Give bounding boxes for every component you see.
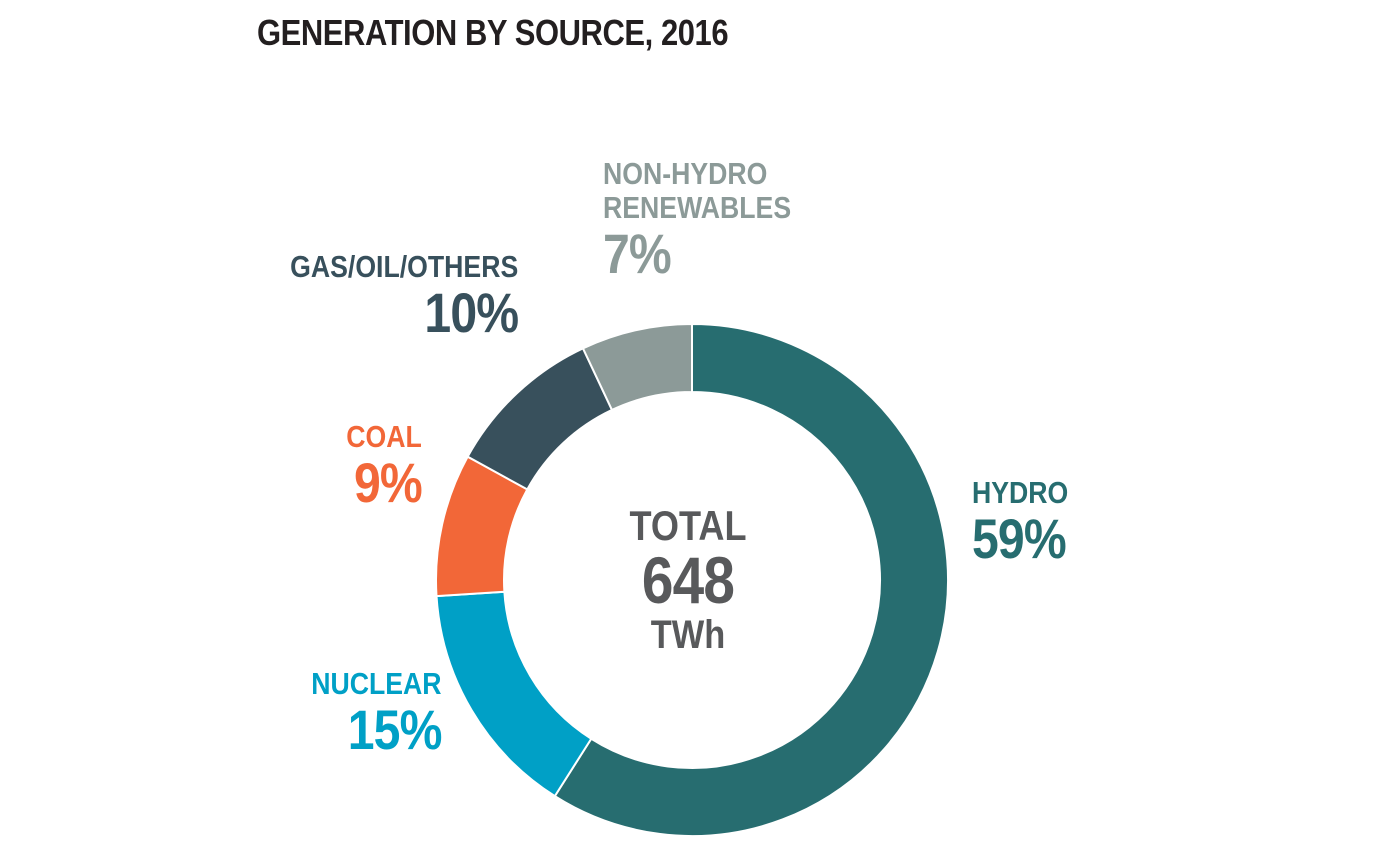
chart-title: GENERATION BY SOURCE, 2016 <box>257 12 729 53</box>
slice-name-non-hydro-line2: RENEWABLES <box>603 190 792 225</box>
slice-name-non-hydro-line1: NON-HYDRO <box>603 156 768 191</box>
donut-slice-gas-oil-others <box>466 347 614 491</box>
slice-name-gas-oil-others: GAS/OIL/OTHERS <box>289 249 518 284</box>
slice-percent-gas-oil-others: 10% <box>424 281 519 344</box>
slice-name-hydro: HYDRO <box>972 475 1069 510</box>
total-unit: TWh <box>650 613 726 657</box>
total-label: TOTAL <box>629 502 747 549</box>
slice-percent-nuclear: 15% <box>348 698 443 761</box>
slice-percent-hydro: 59% <box>972 507 1067 570</box>
donut-slice-non-hydro-renewables <box>581 322 693 412</box>
slice-name-nuclear: NUCLEAR <box>311 666 442 701</box>
slice-name-coal: COAL <box>346 419 422 454</box>
slice-percent-non-hydro-renewables: 7% <box>603 222 672 285</box>
slice-label-non-hydro-renewables: NON-HYDRO RENEWABLES 7% <box>603 157 791 283</box>
donut-slice-nuclear <box>435 590 593 798</box>
slice-label-gas-oil-others: GAS/OIL/OTHERS 10% <box>289 249 519 344</box>
donut-slices <box>435 322 949 837</box>
slice-label-hydro: HYDRO 59% <box>972 476 1068 568</box>
donut-slice-hydro <box>553 322 949 837</box>
slice-label-coal: COAL 9% <box>346 420 422 512</box>
slice-percent-coal: 9% <box>354 451 423 514</box>
chart-center-total: TOTAL 648 TWh <box>602 504 774 658</box>
slice-label-nuclear: NUCLEAR 15% <box>311 666 443 761</box>
total-value: 648 <box>641 543 735 617</box>
